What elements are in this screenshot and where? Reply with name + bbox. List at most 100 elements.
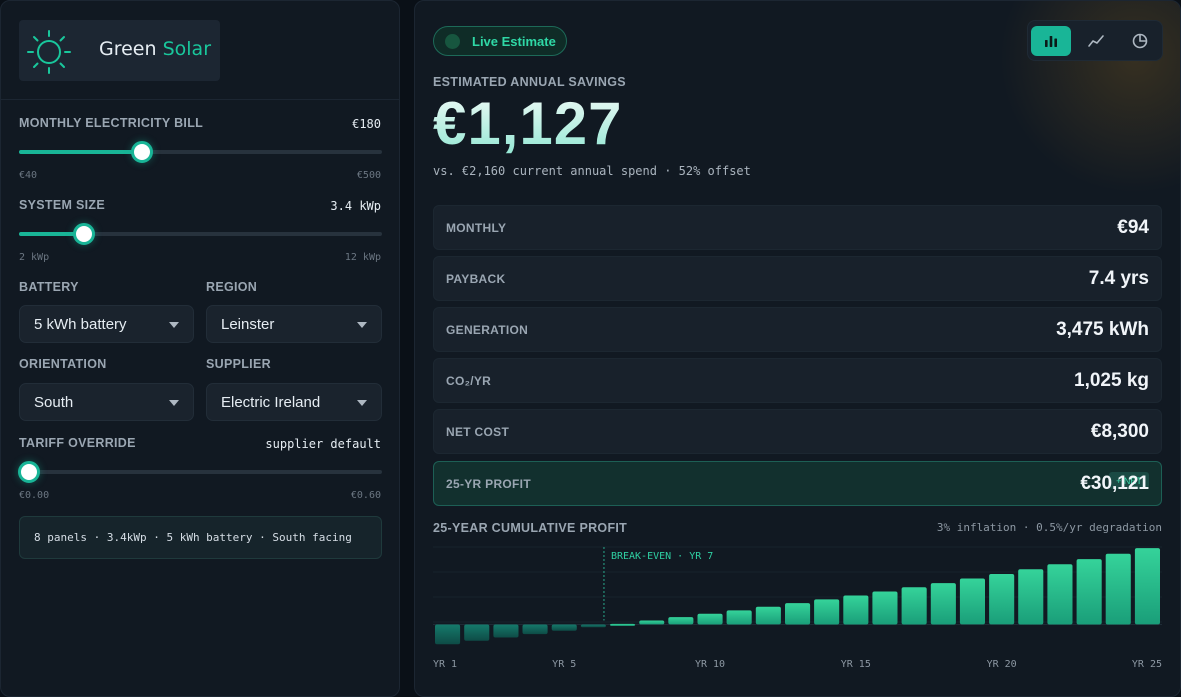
chart-bar-yr-12 [755,606,781,625]
supplier-label: SUPPLIER [206,357,271,371]
sun-icon [27,30,71,74]
stat-value: 7.4 yrs [1088,268,1149,289]
system-size-value: 3.4 kWp [330,199,381,213]
x-tick-label: YR 5 [552,659,576,670]
chart-bar-yr-11 [726,610,752,625]
stat-label: CO₂/YR [446,374,492,388]
chart-bar-yr-4 [522,624,548,635]
chart-bar-yr-23 [1076,559,1102,625]
stat-value: €8,300 [1090,421,1149,442]
tariff-slider-handle[interactable] [18,461,40,483]
live-dot-icon [445,34,460,49]
chevron-down-icon [357,322,367,328]
brand-name: Green Solar [99,38,211,60]
stat-value: 3,475 kWh [1056,319,1149,340]
chart-bar-yr-13 [785,603,811,625]
supplier-select[interactable]: Electric Ireland [206,383,382,421]
bar-chart-icon [1045,36,1057,47]
tariff-value: supplier default [265,437,381,451]
stat-label: GENERATION [446,323,529,337]
chart-bar-yr-16 [872,591,898,625]
stat-net-cost: NET COST €8,300 [433,409,1162,454]
battery-label: BATTERY [19,280,79,294]
chart-bar-yr-5 [551,624,577,631]
region-select[interactable]: Leinster [206,305,382,343]
x-tick-label: YR 15 [841,659,871,670]
stat-value: 1,025 kg [1074,370,1149,391]
orientation-select[interactable]: South [19,383,194,421]
chart-bar-yr-18 [930,583,956,625]
orientation-select-value: South [34,393,74,411]
stat-value: €94 [1117,217,1149,238]
stat-generation: GENERATION 3,475 kWh [433,307,1162,352]
chevron-down-icon [169,400,179,406]
chart-bar-yr-8 [639,620,665,625]
system-size-slider-fill [19,232,84,236]
bill-label: MONTHLY ELECTRICITY BILL [19,116,204,130]
chart-bar-yr-10 [697,613,723,625]
pie-chart-button[interactable] [1120,26,1160,56]
bill-slider[interactable] [19,150,382,154]
orientation-label: ORIENTATION [19,357,107,371]
chart-bar-yr-22 [1047,564,1073,625]
system-size-slider-handle[interactable] [72,223,95,245]
stat-label: 25-YR PROFIT [446,477,531,491]
stat-label: MONTHLY [446,221,507,235]
bill-max: €500 [356,170,381,181]
chart-type-toggle [1027,20,1163,61]
battery-select[interactable]: 5 kWh battery [19,305,194,343]
chart-bar-yr-20 [989,574,1015,625]
bill-value: €180 [352,117,381,131]
chart-bar-yr-6 [580,624,606,628]
system-size-slider[interactable] [19,232,382,236]
savings-subtext: vs. €2,160 current annual spend · 52% of… [433,164,751,178]
line-chart-button[interactable] [1076,26,1116,56]
live-estimate-label: Live Estimate [472,34,556,49]
cumulative-profit-chart: BREAK-EVEN · YR 7 YR 1 YR 5 YR 10 YR 15 YR 20… [433,546,1162,670]
x-tick-label: YR 20 [987,659,1017,670]
chart-note: 3% inflation · 0.5%/yr degradation [936,521,1162,534]
system-size-min: 2 kWp [19,252,50,263]
chart-bar-yr-3 [493,624,519,638]
bar-chart-button[interactable] [1031,26,1071,56]
supplier-select-value: Electric Ireland [221,393,321,411]
chart-bar-yr-17 [901,587,927,625]
tariff-min: €0.00 [19,490,50,501]
chart-bar-yr-19 [959,578,985,625]
bill-slider-handle[interactable] [131,141,154,163]
chart-bar-yr-15 [843,595,869,625]
annual-savings-value: €1,127 [433,90,623,157]
controls-panel: Green Solar MONTHLY ELECTRICITY BILL €18… [0,0,400,697]
chart-bar-yr-9 [668,617,694,625]
stat-payback: PAYBACK 7.4 yrs [433,256,1162,301]
x-tick-label: YR 10 [695,659,725,670]
brand-part2: Solar [162,38,212,60]
divider [1,99,399,100]
chart-bar-yr-7 [610,623,636,626]
brand-part1: Green [99,38,157,60]
chart-bar-yr-2 [464,624,490,641]
bill-min: €40 [19,170,38,181]
net-badge: + NET [1109,472,1149,489]
stat-label: PAYBACK [446,272,506,286]
break-even-label: BREAK-EVEN · YR 7 [611,551,713,562]
tariff-max: €0.60 [350,490,381,501]
config-summary: 8 panels · 3.4kWp · 5 kWh battery · Sout… [19,516,382,559]
chart-bar-yr-21 [1018,569,1044,625]
chart-bar-yr-14 [814,599,840,625]
chart-bar-yr-1 [435,624,461,645]
line-chart-icon [1088,35,1104,47]
chart-bar-yr-25 [1134,548,1160,625]
tariff-label: TARIFF OVERRIDE [19,436,136,450]
stat-monthly: MONTHLY €94 [433,205,1162,250]
stat-value: €30,121 [1080,473,1149,494]
tariff-slider[interactable] [19,470,382,474]
stat-co2: CO₂/YR 1,025 kg [433,358,1162,403]
chevron-down-icon [169,322,179,328]
logo: Green Solar [19,20,220,81]
pie-chart-icon [1132,33,1148,49]
savings-kicker: ESTIMATED ANNUAL SAVINGS [433,75,626,89]
x-tick-label: YR 25 [1132,659,1162,670]
bill-slider-fill [19,150,143,154]
system-size-label: SYSTEM SIZE [19,198,105,212]
